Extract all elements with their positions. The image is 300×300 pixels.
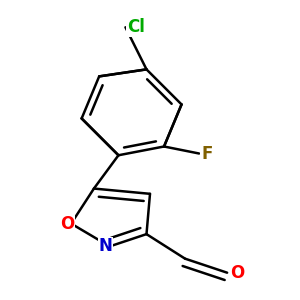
Text: O: O	[60, 214, 74, 232]
Text: Cl: Cl	[127, 18, 145, 36]
Text: N: N	[98, 237, 112, 255]
Text: F: F	[201, 145, 213, 163]
Text: O: O	[230, 264, 244, 282]
